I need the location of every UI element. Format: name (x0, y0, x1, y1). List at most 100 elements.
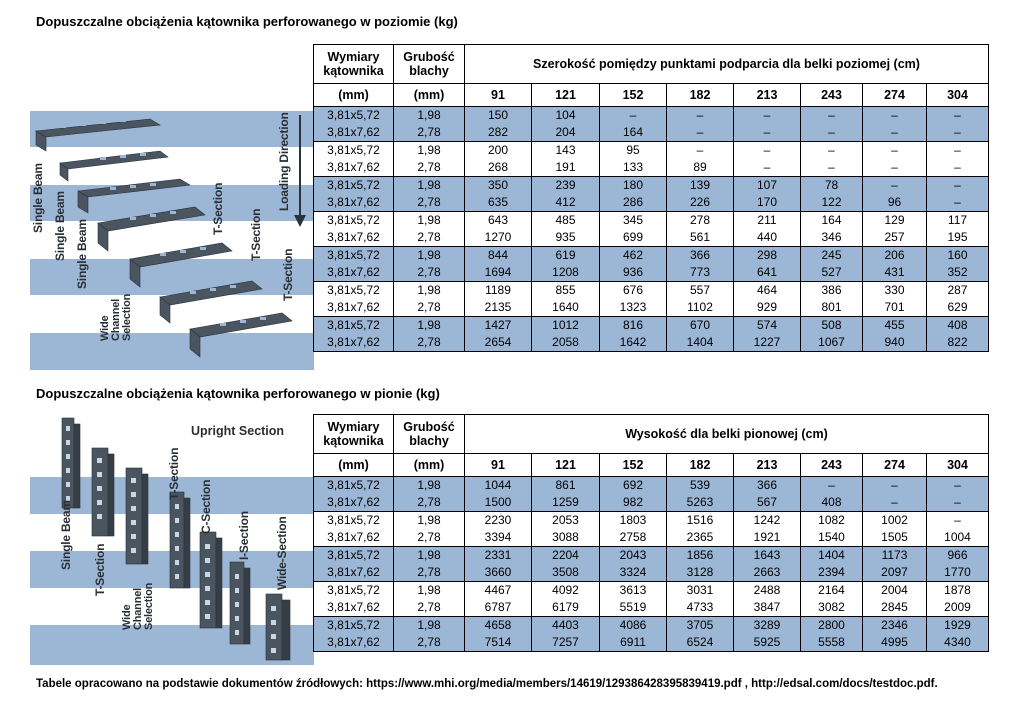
vertical-illustration: Upright Section Single Beam T-Section Wi… (30, 414, 314, 665)
load-value-cell: 3660 (464, 564, 532, 582)
thickness-cell: 2,78 (393, 634, 465, 652)
load-value-cell: 692 (599, 476, 667, 494)
table-row: 3,81x5,72 1,98 1189 855 676 557 464 386 330 287 (313, 281, 989, 299)
load-value-cell: 2043 (599, 546, 667, 564)
label-upright-section: Upright Section (191, 424, 285, 438)
load-value-cell: 561 (666, 229, 734, 247)
thickness-cell: 2,78 (393, 599, 465, 617)
load-value-cell: 268 (464, 159, 532, 177)
dimension-cell: 3,81x5,72 (313, 546, 394, 564)
load-value-cell: – (862, 476, 927, 494)
load-value-cell: 107 (733, 176, 801, 194)
load-value-cell: – (666, 124, 734, 142)
load-value-cell: 1208 (531, 264, 600, 282)
column-header: 182 (666, 83, 734, 107)
load-value-cell: – (599, 106, 667, 124)
header-dimensions: Wymiary kątownika (313, 44, 394, 84)
dimension-cell: 3,81x7,62 (313, 194, 394, 212)
label-wide-section: Wide-Section (275, 516, 289, 591)
header-span: Szerokość pomiędzy punktami podparcia dl… (464, 44, 989, 84)
header-thickness: Grubość blachy (393, 414, 465, 454)
load-value-cell: 2845 (862, 599, 927, 617)
load-value-cell: 78 (800, 176, 863, 194)
load-value-cell: 2758 (599, 529, 667, 547)
load-value-cell: 2058 (531, 334, 600, 352)
load-value-cell: 940 (862, 334, 927, 352)
dimension-cell: 3,81x7,62 (313, 634, 394, 652)
load-value-cell: 3705 (666, 616, 734, 634)
load-value-cell: 539 (666, 476, 734, 494)
load-value-cell: 4467 (464, 581, 532, 599)
load-value-cell: 3613 (599, 581, 667, 599)
source-footnote: Tabele opracowano na podstawie dokumentó… (36, 678, 938, 690)
table-row: 3,81x5,72 1,98 643 485 345 278 211 164 129 117 (313, 211, 989, 229)
dimension-cell: 3,81x5,72 (313, 246, 394, 264)
load-value-cell: 200 (464, 141, 532, 159)
upright-illustration-icon (61, 417, 291, 661)
load-value-cell: 635 (464, 194, 532, 212)
load-value-cell: 2654 (464, 334, 532, 352)
load-value-cell: 1242 (733, 511, 801, 529)
thickness-cell: 2,78 (393, 229, 465, 247)
load-value-cell: – (926, 124, 989, 142)
load-value-cell: 352 (926, 264, 989, 282)
load-value-cell: 462 (599, 246, 667, 264)
load-value-cell: 619 (531, 246, 600, 264)
thickness-cell: 1,98 (393, 546, 465, 564)
dimension-cell: 3,81x5,72 (313, 176, 394, 194)
label-wide-channel: Wide Channel Selection (121, 582, 155, 630)
load-value-cell: 1082 (800, 511, 863, 529)
thickness-cell: 2,78 (393, 564, 465, 582)
load-value-cell: 2488 (733, 581, 801, 599)
label-t-section-1: T-Section (211, 182, 225, 235)
load-value-cell: 330 (862, 281, 927, 299)
load-value-cell: 257 (862, 229, 927, 247)
load-value-cell: 3394 (464, 529, 532, 547)
column-header: 91 (464, 83, 532, 107)
load-value-cell: 1404 (666, 334, 734, 352)
load-value-cell: 298 (733, 246, 801, 264)
load-value-cell: 408 (926, 316, 989, 334)
load-value-cell: 485 (531, 211, 600, 229)
load-value-cell: 129 (862, 211, 927, 229)
header-thickness: Grubość blachy (393, 44, 465, 84)
table-row: 3,81x7,62 2,78 1694 1208 936 773 641 527 431 352 (313, 264, 989, 282)
load-value-cell: – (733, 159, 801, 177)
load-value-cell: – (733, 106, 801, 124)
thickness-cell: 2,78 (393, 264, 465, 282)
header-thick-unit: (mm) (393, 453, 465, 477)
table-row: 3,81x5,72 1,98 2230 2053 1803 1516 1242 1082 100… (313, 511, 989, 529)
load-value-cell: 95 (599, 141, 667, 159)
load-value-cell: 567 (733, 494, 801, 512)
load-value-cell: 350 (464, 176, 532, 194)
label-single-beam-3: Single Beam (75, 219, 89, 289)
load-value-cell: 7257 (531, 634, 600, 652)
load-value-cell: 4733 (666, 599, 734, 617)
load-value-cell: 643 (464, 211, 532, 229)
table-row: 3,81x7,62 2,78 2135 1640 1323 1102 929 801 701 62… (313, 299, 989, 317)
column-header: 243 (800, 453, 863, 477)
load-value-cell: – (800, 124, 863, 142)
load-value-cell: 3031 (666, 581, 734, 599)
load-value-cell: 574 (733, 316, 801, 334)
load-value-cell: 3289 (733, 616, 801, 634)
load-value-cell: – (862, 176, 927, 194)
dimension-cell: 3,81x7,62 (313, 334, 394, 352)
load-value-cell: 282 (464, 124, 532, 142)
load-value-cell: 150 (464, 106, 532, 124)
load-value-cell: 455 (862, 316, 927, 334)
table-row: 3,81x5,72 1,98 2331 2204 2043 1856 1643 1404 117… (313, 546, 989, 564)
column-header: 182 (666, 453, 734, 477)
table-row: 3,81x7,62 2,78 1270 935 699 561 440 346 257 195 (313, 229, 989, 247)
load-value-cell: 2394 (800, 564, 863, 582)
load-value-cell: – (800, 476, 863, 494)
table-row: 3,81x7,62 2,78 635 412 286 226 170 122 96– (313, 194, 989, 212)
table-row: 3,81x7,62 2,78 3394 3088 2758 2365 1921 1540 150… (313, 529, 989, 547)
load-value-cell: 3324 (599, 564, 667, 582)
label-single-beam-1: Single Beam (31, 163, 45, 233)
label-t-section-a: T-Section (93, 543, 107, 596)
load-value-cell: 1921 (733, 529, 801, 547)
load-value-cell: 286 (599, 194, 667, 212)
load-value-cell: 7514 (464, 634, 532, 652)
thickness-cell: 1,98 (393, 581, 465, 599)
